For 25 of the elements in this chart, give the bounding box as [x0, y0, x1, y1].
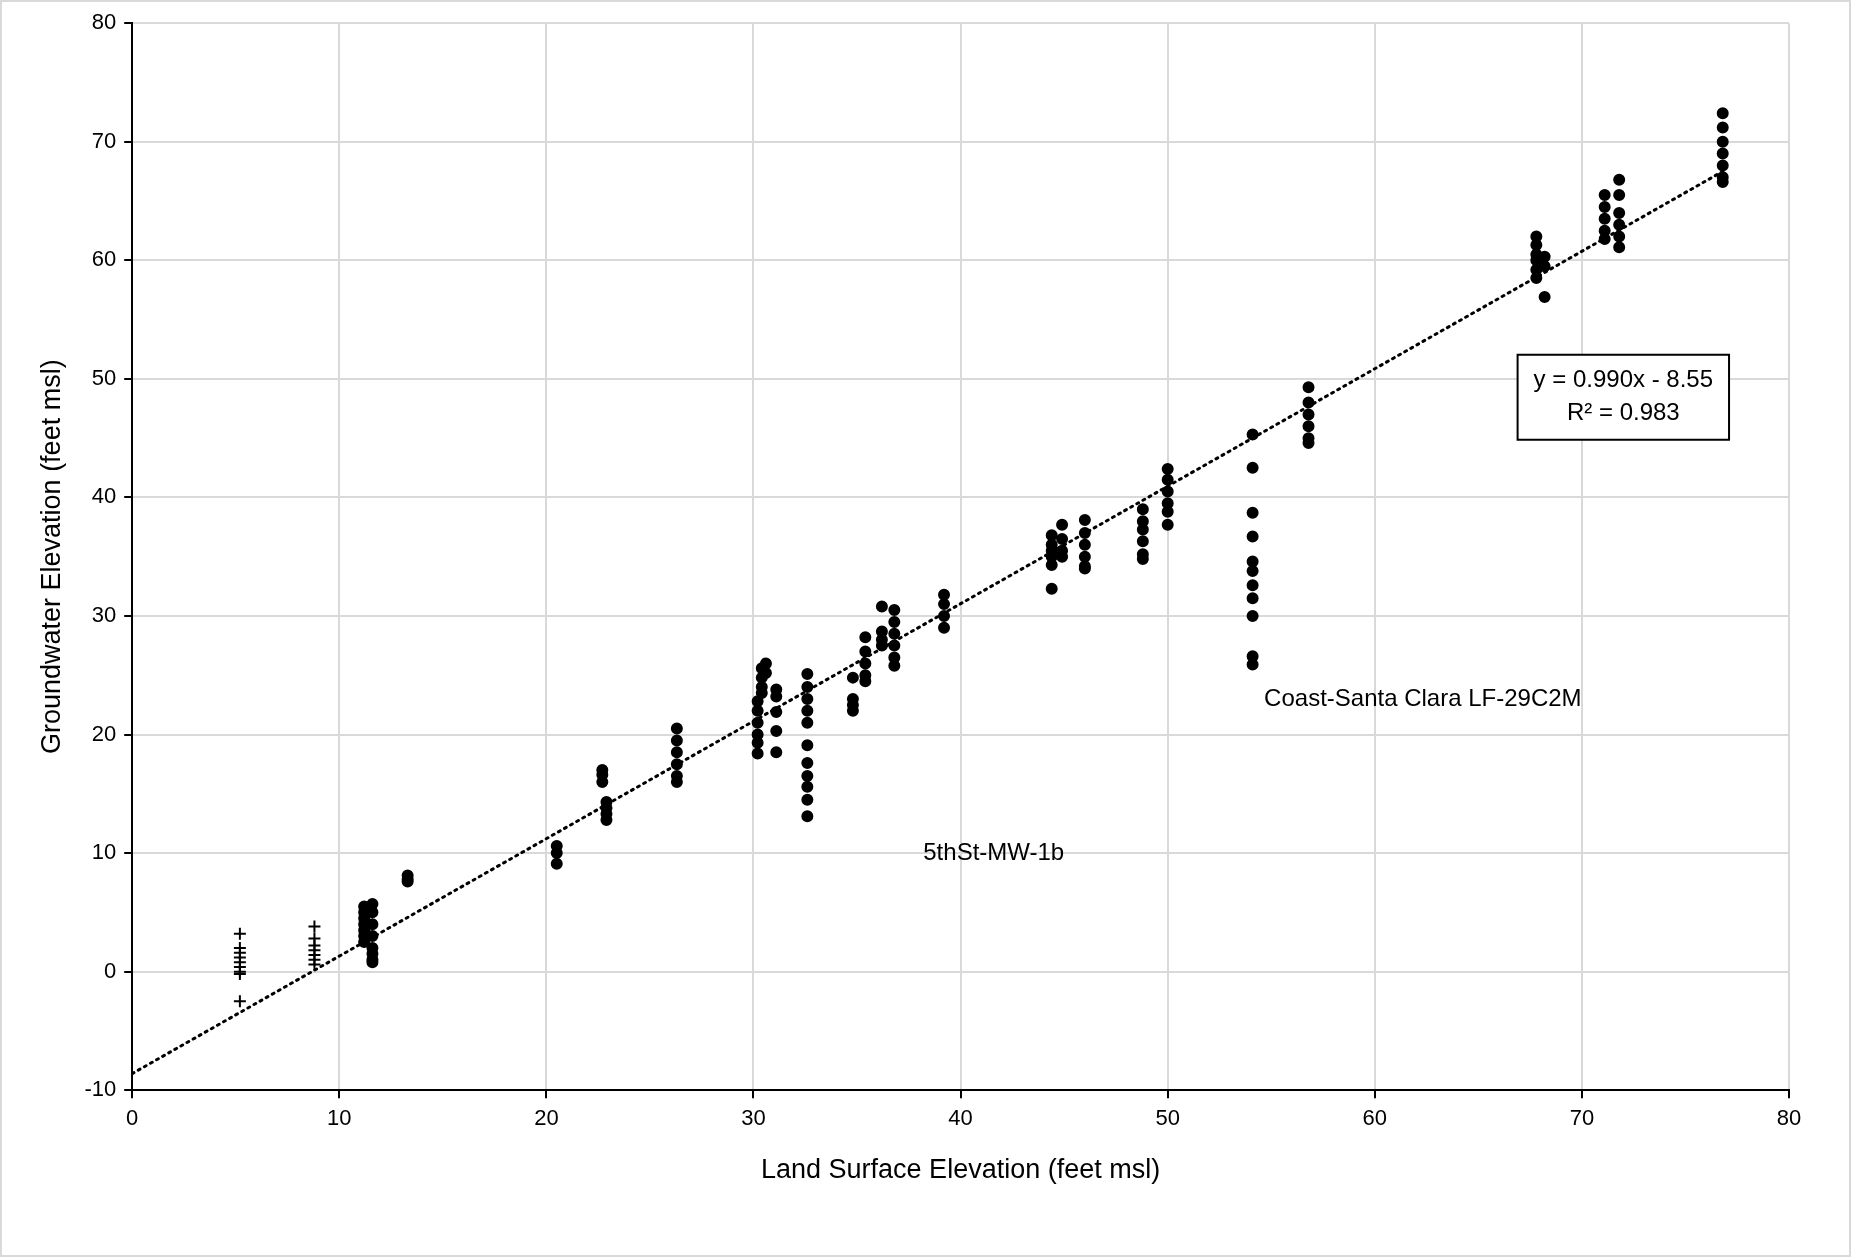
x-tick-label: 30 — [741, 1105, 766, 1131]
x-tick-label: 40 — [948, 1105, 973, 1131]
y-tick-label: 80 — [91, 9, 117, 35]
x-tick-label: 20 — [534, 1105, 559, 1131]
x-tick-label: 80 — [1776, 1105, 1802, 1131]
y-tick-label: 20 — [91, 720, 117, 746]
y-tick-label: 40 — [91, 483, 117, 509]
y-tick-label: 70 — [91, 127, 117, 153]
y-tick-label: -10 — [84, 1076, 117, 1102]
x-tick-label: 50 — [1155, 1105, 1180, 1131]
y-tick-label: 50 — [91, 364, 117, 390]
y-axis-title: Groundwater Elevation (feet msl) — [35, 359, 66, 755]
x-tick-label: 60 — [1362, 1105, 1388, 1131]
annotation: Coast-Santa Clara LF-29C2M — [1264, 684, 1582, 712]
y-tick-label: 60 — [91, 246, 117, 272]
y-tick-label: 0 — [103, 957, 117, 983]
annotation: R² = 0.983 — [1566, 398, 1680, 426]
x-axis-title: Land Surface Elevation (feet msl) — [761, 1154, 1161, 1185]
x-tick-label: 10 — [327, 1105, 352, 1131]
y-tick-label: 10 — [91, 839, 117, 865]
annotation: y = 0.990x - 8.55 — [1533, 365, 1714, 393]
x-tick-label: 70 — [1569, 1105, 1595, 1131]
annotation: 5thSt-MW-1b — [923, 837, 1065, 865]
x-tick-label: 0 — [126, 1105, 139, 1131]
y-tick-label: 30 — [91, 602, 117, 628]
